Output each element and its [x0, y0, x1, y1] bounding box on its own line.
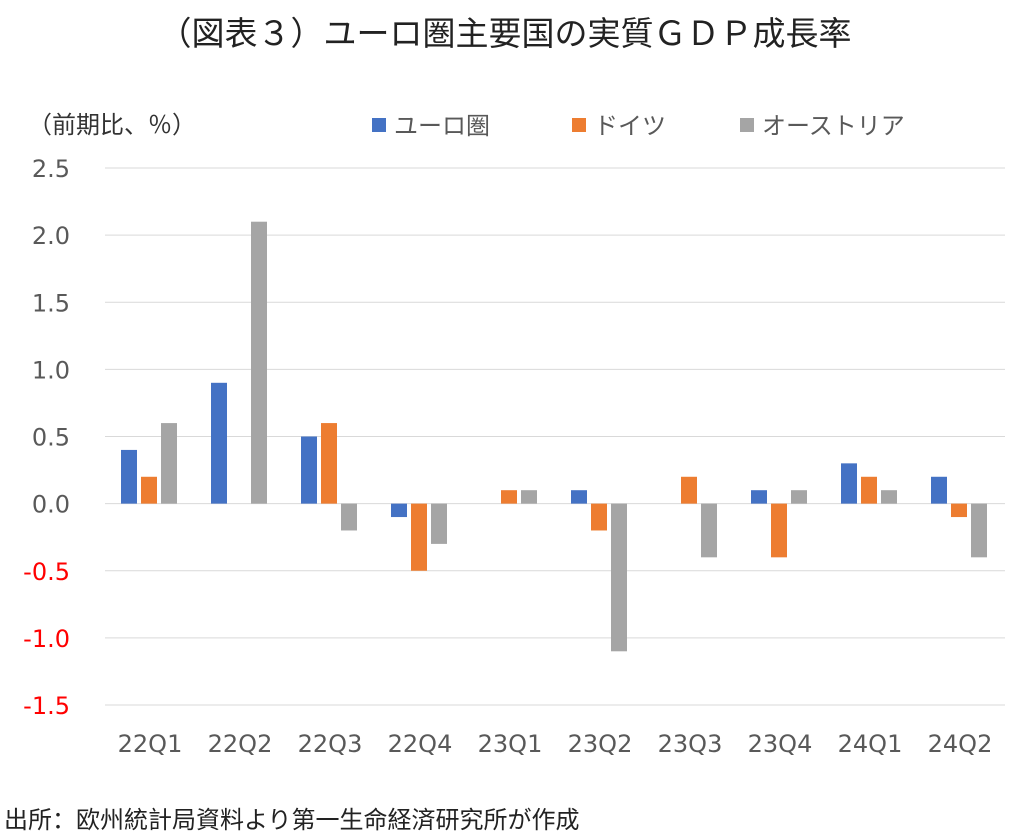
- bar-23Q3-series-2: [701, 503, 717, 558]
- bar-24Q1-series-1: [861, 476, 877, 504]
- x-tick-label: 22Q2: [208, 730, 273, 758]
- y-tick-label: -0.5: [23, 558, 70, 586]
- y-tick-label: 2.0: [32, 222, 70, 250]
- bar-22Q1-series-2: [161, 423, 177, 504]
- x-tick-label: 22Q3: [298, 730, 363, 758]
- bar-22Q1-series-0: [121, 449, 137, 504]
- bar-23Q2-series-1: [591, 503, 607, 531]
- legend-swatch: [372, 118, 386, 132]
- bar-24Q1-series-0: [841, 463, 857, 504]
- bar-23Q2-series-0: [571, 490, 587, 504]
- bar-22Q3-series-1: [321, 423, 337, 504]
- bar-22Q3-series-0: [301, 436, 317, 504]
- legend-label: ドイツ: [594, 112, 666, 140]
- y-tick-label: 0.5: [32, 424, 70, 452]
- legend: ユーロ圏 ドイツ オーストリア: [372, 112, 905, 140]
- bar-22Q1-series-1: [141, 476, 157, 504]
- legend-swatch: [572, 118, 586, 132]
- y-tick-label: -1.0: [23, 625, 70, 653]
- bar-24Q2-series-1: [951, 503, 967, 518]
- y-tick-label: 1.0: [32, 356, 70, 384]
- bar-24Q1-series-2: [881, 490, 897, 504]
- bar-23Q4-series-2: [791, 490, 807, 504]
- y-axis-label: （前期比、％）: [28, 111, 196, 139]
- legend-swatch: [740, 118, 754, 132]
- x-tick-label: 23Q1: [478, 730, 543, 758]
- x-tick-label: 23Q4: [748, 730, 813, 758]
- bar-24Q2-series-0: [931, 476, 947, 504]
- x-tick-label: 24Q2: [928, 730, 993, 758]
- x-tick-label: 24Q1: [838, 730, 903, 758]
- bar-22Q2-series-0: [211, 382, 227, 504]
- bars: [121, 221, 987, 652]
- y-tick-label: 1.5: [32, 289, 70, 317]
- bar-23Q4-series-1: [771, 503, 787, 558]
- x-tick-label: 23Q2: [568, 730, 633, 758]
- y-tick-label: 2.5: [32, 155, 70, 183]
- legend-label: オーストリア: [762, 112, 905, 140]
- x-tick-label: 22Q1: [118, 730, 183, 758]
- x-tick-label: 22Q4: [388, 730, 453, 758]
- x-ticks: 22Q1 22Q2 22Q3 22Q4 23Q1 23Q2 23Q3 23Q4 24Q1 24Q2: [118, 730, 993, 758]
- bar-22Q3-series-2: [341, 503, 357, 531]
- bar-23Q1-series-1: [501, 490, 517, 504]
- gridlines: [105, 167, 1005, 706]
- bar-23Q4-series-0: [751, 490, 767, 504]
- bar-23Q2-series-2: [611, 503, 627, 652]
- bar-23Q1-series-2: [521, 490, 537, 504]
- y-tick-label: 0.0: [32, 491, 70, 519]
- y-tick-label: -1.5: [23, 692, 70, 720]
- bar-22Q4-series-1: [411, 503, 427, 571]
- bar-22Q2-series-2: [251, 221, 267, 504]
- bar-23Q3-series-1: [681, 476, 697, 504]
- legend-label: ユーロ圏: [394, 112, 490, 140]
- y-ticks: 2.5 2.0 1.5 1.0 0.5 0.0 -0.5 -1.0 -1.5: [23, 155, 70, 720]
- source-note: 出所：欧州統計局資料より第一生命経済研究所が作成: [4, 806, 580, 834]
- chart-title: （図表３）ユーロ圏主要国の実質ＧＤＰ成長率: [159, 14, 852, 53]
- bar-24Q2-series-2: [971, 503, 987, 558]
- bar-22Q4-series-0: [391, 503, 407, 518]
- x-tick-label: 23Q3: [658, 730, 723, 758]
- bar-22Q4-series-2: [431, 503, 447, 544]
